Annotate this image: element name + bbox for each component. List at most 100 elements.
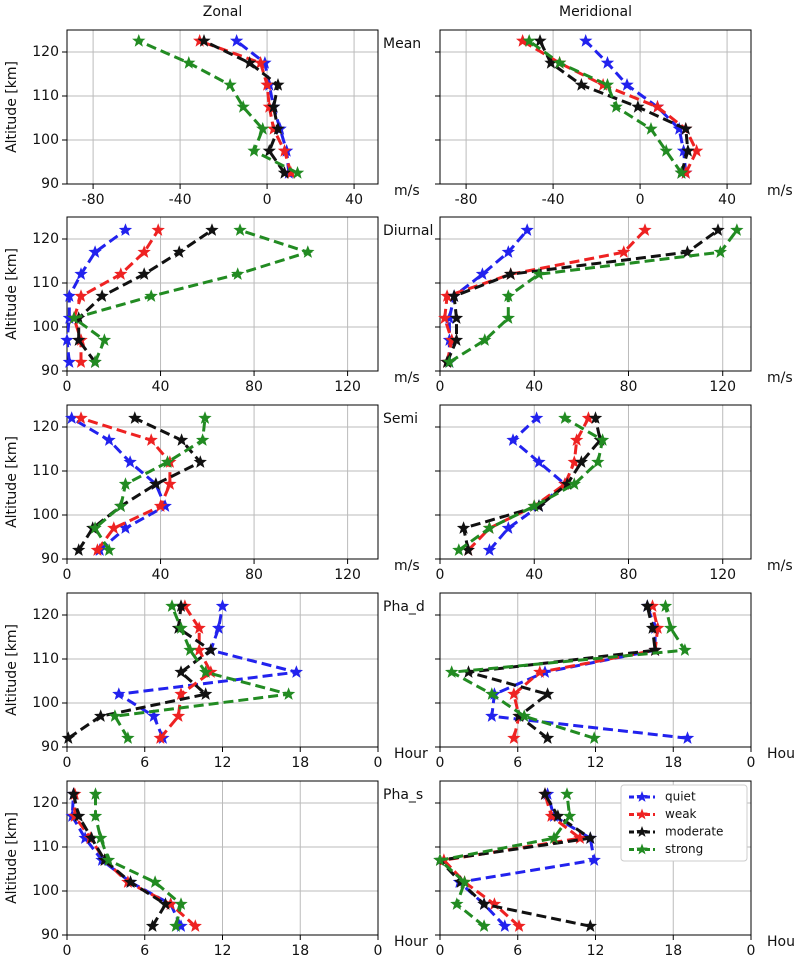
star-marker <box>529 411 544 424</box>
star-marker <box>260 78 274 91</box>
star-marker <box>149 477 163 490</box>
star-marker <box>174 665 188 678</box>
star-marker <box>678 643 692 656</box>
star-marker <box>118 477 133 490</box>
star-marker <box>153 499 168 512</box>
star-marker <box>600 78 615 91</box>
star-marker <box>151 223 165 236</box>
x-tick-label: 0 <box>747 755 756 771</box>
star-marker <box>74 411 88 424</box>
panel: 0 40 80 120 m/s <box>435 216 793 395</box>
star-marker <box>558 411 572 424</box>
star-marker <box>587 731 601 744</box>
x-tick-label: 80 <box>620 567 638 583</box>
star-marker <box>147 709 161 722</box>
y-tick-label: 100 <box>32 507 59 523</box>
star-marker <box>658 599 673 612</box>
star-marker <box>174 919 188 932</box>
star-marker <box>205 223 219 236</box>
x-axis-label: m/s <box>767 370 793 386</box>
star-marker <box>501 245 515 258</box>
x-tick-label: 40 <box>152 379 170 395</box>
star-marker <box>560 477 574 490</box>
star-marker <box>487 897 502 910</box>
star-marker <box>88 809 103 822</box>
star-marker <box>645 599 660 612</box>
star-marker <box>730 223 744 236</box>
x-tick-label: 80 <box>245 567 263 583</box>
x-tick-label: 0 <box>63 943 72 959</box>
legend-box <box>620 784 748 862</box>
star-marker <box>174 621 188 634</box>
plot-frame <box>439 29 752 185</box>
star-marker <box>88 355 102 368</box>
star-marker <box>164 897 178 910</box>
x-tick-label: 6 <box>140 755 149 771</box>
panel: 0 6 12 18 0 Hour quiet weak moderate strong <box>433 780 796 959</box>
x-tick-label: 0 <box>436 755 445 771</box>
star-marker <box>587 853 601 866</box>
series-line <box>447 229 529 363</box>
star-marker <box>433 853 447 866</box>
star-marker <box>72 333 86 346</box>
star-marker <box>107 521 121 534</box>
star-marker <box>583 919 597 932</box>
star-marker <box>478 333 492 346</box>
star-marker <box>174 897 188 910</box>
x-tick-label: 18 <box>291 943 309 959</box>
star-marker <box>551 809 565 822</box>
star-marker <box>631 100 645 113</box>
star-marker <box>506 433 520 446</box>
star-marker <box>532 455 546 468</box>
star-marker <box>562 809 577 822</box>
star-marker <box>88 521 102 534</box>
star-marker <box>256 122 270 135</box>
star-marker <box>567 477 581 490</box>
star-marker <box>97 333 112 346</box>
star-marker <box>713 245 727 258</box>
star-marker <box>452 543 466 556</box>
y-axis-label: Altitude [km] <box>4 248 20 340</box>
y-tick-label: 110 <box>32 275 59 291</box>
star-marker <box>74 355 88 368</box>
y-axis-label: Altitude [km] <box>4 624 20 716</box>
star-marker <box>595 433 610 446</box>
star-marker <box>62 289 76 302</box>
star-marker <box>144 289 158 302</box>
x-axis-label: Hour <box>394 934 428 950</box>
x-tick-label: 0 <box>436 379 445 395</box>
y-tick-label: 120 <box>32 419 59 435</box>
star-marker <box>204 665 218 678</box>
star-marker <box>512 709 526 722</box>
y-tick-label: 100 <box>32 319 59 335</box>
star-marker <box>648 643 662 656</box>
star-marker <box>583 831 597 844</box>
star-marker <box>538 787 552 800</box>
star-marker <box>516 34 530 47</box>
star-marker <box>560 787 574 800</box>
plot-frame <box>66 592 379 748</box>
star-marker <box>169 919 183 932</box>
y-axis-label: Altitude [km] <box>4 812 20 904</box>
star-marker <box>447 289 461 302</box>
star-marker <box>449 333 464 346</box>
star-marker <box>527 499 541 512</box>
star-marker <box>102 433 116 446</box>
star-marker <box>609 100 623 113</box>
star-marker <box>112 687 126 700</box>
star-marker <box>233 223 247 236</box>
star-marker <box>445 665 459 678</box>
star-marker <box>458 875 472 888</box>
x-axis-label: m/s <box>394 558 420 574</box>
x-tick-label: 40 <box>525 567 543 583</box>
star-marker <box>532 267 546 280</box>
star-marker <box>160 455 175 468</box>
star-marker <box>512 919 526 932</box>
star-marker <box>570 433 584 446</box>
x-tick-label: 0 <box>436 943 445 959</box>
star-marker <box>640 599 654 612</box>
star-marker <box>165 599 179 612</box>
series-line <box>67 606 214 740</box>
star-marker <box>212 621 226 634</box>
